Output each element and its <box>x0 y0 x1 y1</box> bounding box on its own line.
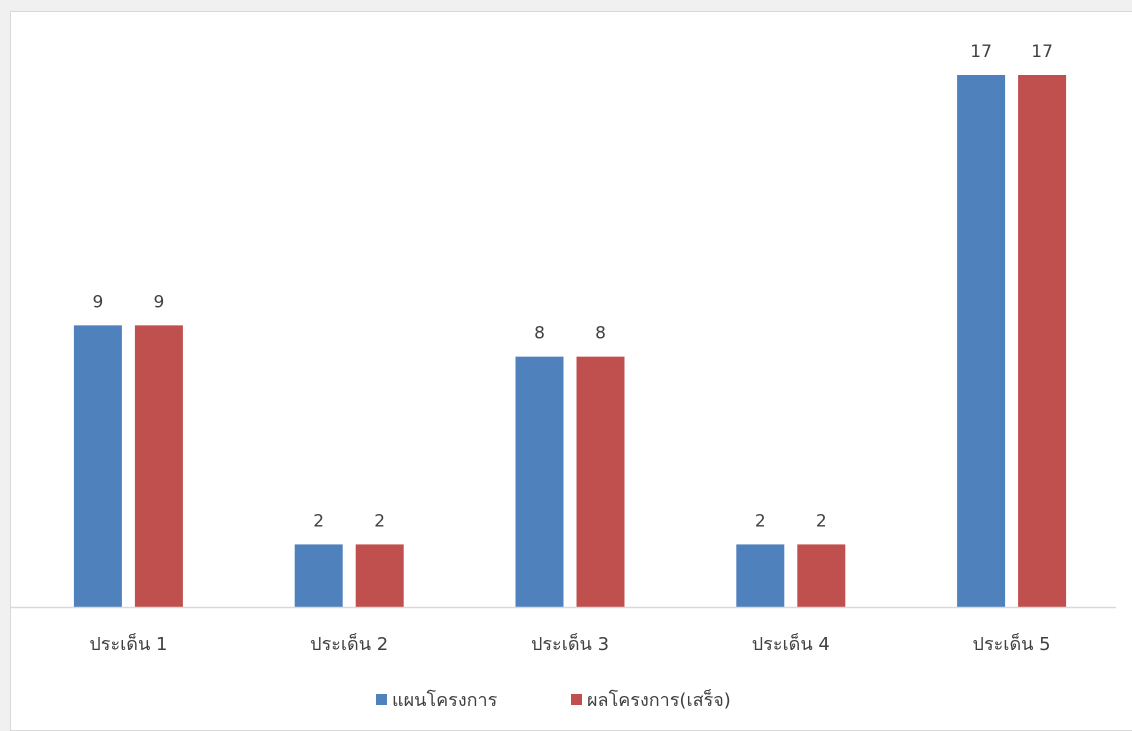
bar-series1-cat4 <box>736 544 785 607</box>
data-label-series2-cat2: 2 <box>374 511 385 531</box>
bar-series1-cat5 <box>957 75 1006 607</box>
bar-series2-cat3 <box>576 356 625 607</box>
data-label-series1-cat3: 8 <box>534 324 545 344</box>
legend-label-series1: แผนโครงการ <box>392 689 498 711</box>
data-label-series1-cat4: 2 <box>755 511 766 531</box>
x-tick-label-2: ประเด็น 2 <box>310 632 388 655</box>
bar-series2-cat5 <box>1018 75 1067 607</box>
data-label-series2-cat1: 9 <box>153 292 164 312</box>
x-tick-label-5: ประเด็น 5 <box>973 632 1051 655</box>
data-labels-layer: 9 9 2 2 8 8 2 2 17 17 <box>92 42 1052 531</box>
legend-swatch-series2 <box>571 694 582 705</box>
bar-series1-cat1 <box>73 325 122 607</box>
bar-series1-cat3 <box>515 356 564 607</box>
bar-series2-cat1 <box>134 325 183 607</box>
data-label-series2-cat5: 17 <box>1031 42 1053 62</box>
data-label-series2-cat4: 2 <box>816 511 827 531</box>
data-label-series2-cat3: 8 <box>595 324 606 344</box>
data-label-series1-cat5: 17 <box>970 42 992 62</box>
x-tick-labels-layer: ประเด็น 1 ประเด็น 2 ประเด็น 3 ประเด็น 4 ประเ… <box>89 632 1050 655</box>
bar-series1-cat2 <box>294 544 343 607</box>
legend-swatch-series1 <box>376 694 387 705</box>
bar-series2-cat4 <box>797 544 846 607</box>
chart-area <box>10 11 1132 731</box>
legend: แผนโครงการ ผลโครงการ(เสร็จ) <box>376 688 731 711</box>
x-tick-label-4: ประเด็น 4 <box>752 632 830 655</box>
bar-series2-cat2 <box>355 544 404 607</box>
x-tick-label-3: ประเด็น 3 <box>531 632 609 655</box>
x-tick-label-1: ประเด็น 1 <box>89 632 167 655</box>
data-label-series1-cat1: 9 <box>92 292 103 312</box>
bars-layer <box>73 75 1067 607</box>
data-label-series1-cat2: 2 <box>313 511 324 531</box>
legend-label-series2: ผลโครงการ(เสร็จ) <box>587 688 731 711</box>
